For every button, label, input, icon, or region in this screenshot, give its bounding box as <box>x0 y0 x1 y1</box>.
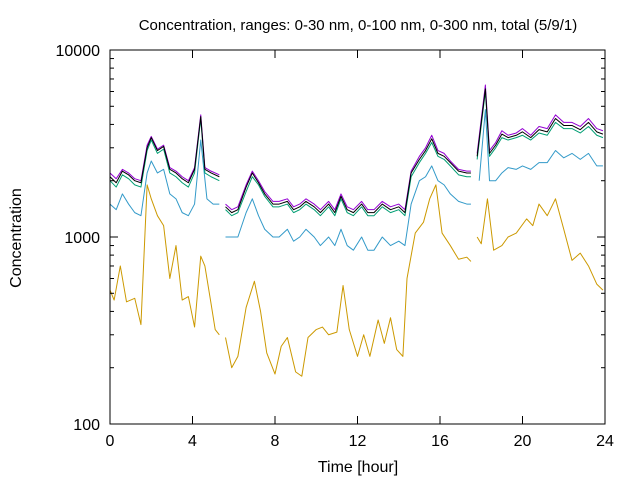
series-line-3 <box>109 90 604 217</box>
plot-frame <box>109 49 606 425</box>
y-tick-label: 100 <box>73 417 100 434</box>
plot-area <box>109 84 604 377</box>
series-line-2 <box>109 109 603 251</box>
x-tick-label: 0 <box>106 433 115 450</box>
x-ticks: 0 4 8 12 16 20 24 <box>106 50 614 450</box>
x-tick-label: 20 <box>514 433 532 450</box>
series-line-5 <box>109 88 604 214</box>
x-axis-label: Time [hour] <box>318 459 398 476</box>
y-ticks: 100 1000 10000 <box>56 43 605 434</box>
x-tick-label: 8 <box>271 433 280 450</box>
x-tick-label: 24 <box>596 433 614 450</box>
chart-title: Concentration, ranges: 0-30 nm, 0-100 nm… <box>139 17 578 34</box>
series-line-1 <box>109 184 604 377</box>
x-tick-label: 12 <box>349 433 367 450</box>
y-tick-label: 1000 <box>64 230 100 247</box>
y-axis-label: Concentration <box>8 188 25 288</box>
y-tick-label: 10000 <box>56 43 101 60</box>
x-tick-label: 4 <box>188 433 197 450</box>
series-line-4 <box>109 84 604 211</box>
x-tick-label: 16 <box>431 433 449 450</box>
